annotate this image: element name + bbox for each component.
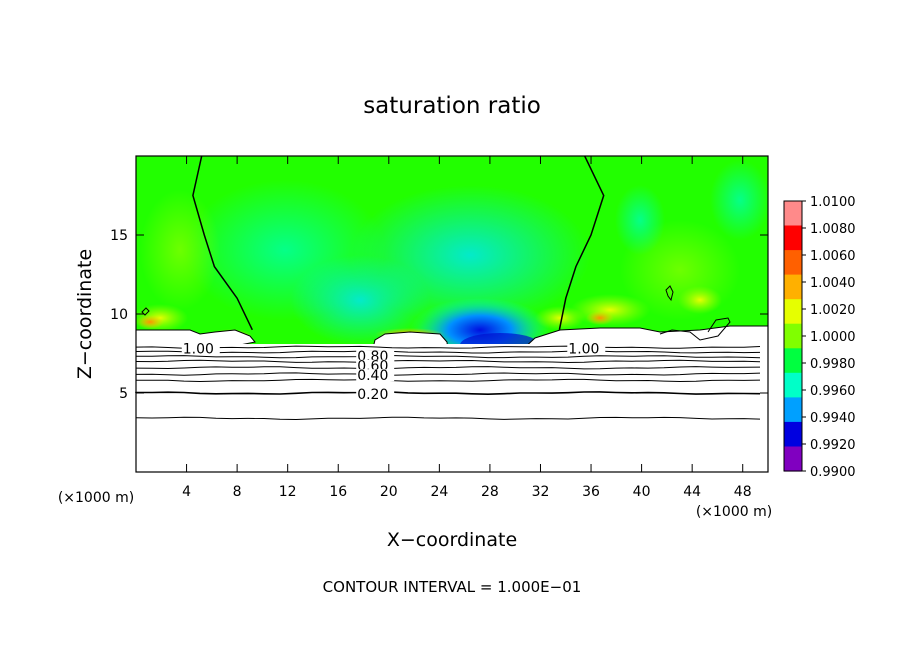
field-region (140, 190, 220, 310)
colorbar-segment (784, 225, 802, 251)
cloud-boundary-line (558, 156, 605, 330)
colorbar-segment (784, 201, 802, 227)
colorbar-label: 1.0080 (810, 222, 856, 237)
x-tick-label: 32 (532, 484, 550, 500)
colorbar-label: 1.0000 (810, 330, 856, 345)
x-tick-label: 4 (182, 484, 191, 500)
colorbar-label: 1.0020 (810, 303, 856, 318)
colorbar-segment (784, 348, 802, 374)
x-axis-ticks: 4 8 12 16 20 24 28 32 36 40 44 48 (182, 156, 752, 500)
colorbar: 1.0100 1.0080 1.0060 1.0040 1.0020 1.0000 0.99… (783, 195, 856, 480)
contour-line (135, 372, 761, 376)
contour-label-bg (356, 359, 395, 372)
x-tick-label: 40 (633, 484, 651, 500)
y-tick-label: 5 (119, 386, 128, 402)
colorbar-segment (784, 299, 802, 325)
x-tick-label: 8 (233, 484, 242, 500)
x-tick-label: 16 (329, 484, 347, 500)
field-region (586, 311, 614, 325)
contour-line (135, 391, 761, 396)
x-tick-label: 48 (734, 484, 752, 500)
colorbar-label: 1.0060 (810, 249, 856, 264)
contour-line (135, 359, 761, 364)
contour-label: 1.00 (568, 341, 599, 357)
contour-line (135, 354, 761, 359)
contour-interval-note: CONTOUR INTERVAL = 1.000E−01 (323, 578, 582, 596)
contour-line (135, 366, 761, 370)
contour-label-bg (356, 350, 395, 363)
x-tick-label: 24 (430, 484, 448, 500)
contour-line (135, 345, 761, 349)
colorbar-segment (784, 397, 802, 423)
contour-label: 0.40 (357, 368, 388, 384)
colorbar-segment (784, 274, 802, 300)
colorbar-label: 0.9980 (810, 357, 856, 372)
contour-label: 1.00 (183, 341, 214, 357)
field-region (136, 315, 164, 329)
y-tick-label: 15 (110, 228, 128, 244)
x-unit-label: (×1000 m) (696, 504, 772, 520)
contour-label-bg (181, 342, 220, 355)
x-tick-label: 20 (380, 484, 398, 500)
chart-title: saturation ratio (363, 93, 541, 119)
x-axis-label: X−coordinate (387, 529, 517, 551)
colorbar-segment (784, 250, 802, 276)
colorbar-label: 1.0100 (810, 195, 856, 210)
contour-label-bg (356, 388, 395, 401)
y-axis-label: Z−coordinate (74, 249, 96, 379)
contour-line (135, 350, 761, 354)
x-tick-label: 12 (279, 484, 297, 500)
x-tick-label: 44 (683, 484, 701, 500)
colorbar-label: 0.9940 (810, 411, 856, 426)
colorbar-segment (784, 446, 802, 472)
y-axis-ticks: 5 10 15 (110, 228, 768, 402)
contour-labels: 1.00 1.000.800.600.400.20 (181, 341, 606, 403)
y-tick-label: 10 (110, 307, 128, 323)
colorbar-label: 1.0040 (810, 276, 856, 291)
field-region (710, 160, 768, 240)
colorbar-label: 0.9920 (810, 438, 856, 453)
y-unit-label: (×1000 m) (58, 490, 134, 506)
field-region (615, 185, 665, 255)
colorbar-segment (784, 372, 802, 398)
cloud-boundary-line (192, 156, 253, 331)
heatmap-field (136, 156, 768, 472)
colorbar-label: 0.9900 (810, 465, 856, 480)
below-cloud-region (136, 344, 768, 472)
colorbar-label: 0.9960 (810, 384, 856, 399)
contour-line (135, 416, 761, 421)
x-tick-label: 28 (481, 484, 499, 500)
field-region (290, 255, 430, 345)
contour-line (135, 378, 761, 383)
x-tick-label: 36 (582, 484, 600, 500)
field-region (678, 286, 722, 314)
colorbar-segment (784, 323, 802, 349)
cloud-boundary-lines (192, 156, 605, 331)
contour-label-bg (567, 342, 606, 355)
contour-label-bg (356, 369, 395, 382)
cloud-edge (665, 285, 674, 302)
cloud-edge (659, 317, 731, 341)
colorbar-segment (784, 421, 802, 447)
contour-label: 0.20 (357, 387, 388, 403)
contour-lines (135, 345, 761, 421)
